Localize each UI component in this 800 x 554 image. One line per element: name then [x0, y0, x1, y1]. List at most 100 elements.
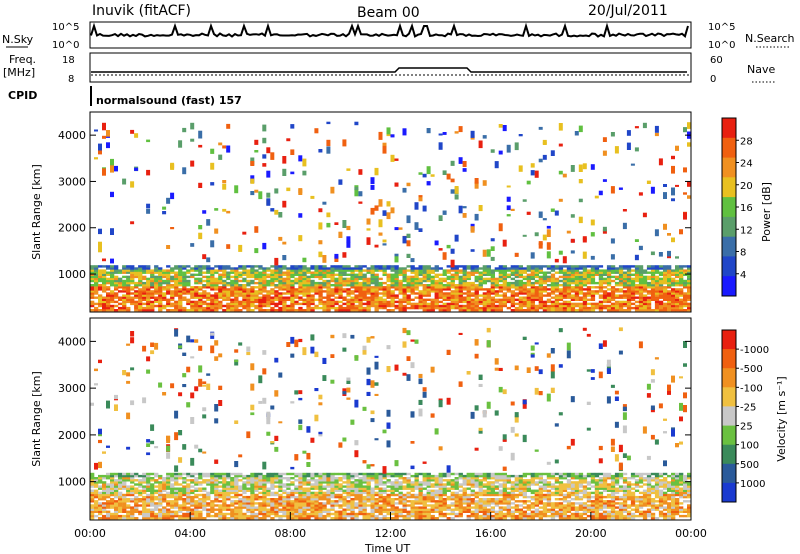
- heatmap-cell: [550, 277, 556, 281]
- heatmap-cell: [382, 271, 387, 274]
- heatmap-cell: [498, 304, 503, 308]
- heatmap-cell: [150, 304, 155, 308]
- heatmap-cell: [350, 485, 355, 488]
- heatmap-cell: [110, 491, 115, 495]
- heatmap-cell: [258, 300, 263, 304]
- heatmap-cell: [362, 487, 367, 490]
- heatmap-cell: [106, 273, 111, 276]
- heatmap-cell: [378, 131, 383, 140]
- heatmap-cell: [286, 298, 291, 301]
- heatmap-cell: [262, 512, 267, 516]
- heatmap-cell: [302, 514, 307, 518]
- heatmap-cell: [422, 461, 427, 464]
- heatmap-cell: [314, 481, 319, 484]
- heatmap-cell: [430, 479, 435, 482]
- heatmap-cell: [306, 462, 311, 467]
- heatmap-cell: [458, 205, 463, 214]
- heatmap-cell: [114, 296, 119, 299]
- heatmap-cell: [382, 298, 387, 301]
- heatmap-cell: [622, 286, 628, 289]
- heatmap-cell: [254, 286, 259, 289]
- heatmap-cell: [310, 474, 315, 478]
- heatmap-cell: [238, 288, 243, 291]
- heatmap-cell: [142, 474, 147, 478]
- heatmap-cell: [278, 479, 283, 482]
- heatmap-cell: [226, 281, 231, 285]
- heatmap-cell: [250, 281, 255, 285]
- heatmap-cell: [446, 294, 451, 297]
- heatmap-cell: [214, 298, 219, 301]
- heatmap-cell: [210, 298, 215, 301]
- heatmap-cell: [170, 487, 175, 490]
- heatmap-cell: [474, 309, 479, 312]
- heatmap-cell: [326, 269, 331, 272]
- heatmap-cell: [414, 281, 419, 285]
- heatmap-cell: [622, 302, 628, 306]
- heatmap-cell: [486, 306, 491, 310]
- heatmap-cell: [338, 306, 343, 310]
- heatmap-cell: [150, 292, 155, 295]
- heatmap-cell: [418, 290, 423, 293]
- heatmap-cell: [190, 302, 195, 306]
- heatmap-cell: [522, 271, 527, 274]
- heatmap-cell: [106, 265, 111, 268]
- heatmap-cell: [422, 275, 427, 279]
- heatmap-cell: [450, 298, 455, 301]
- heatmap-cell: [210, 510, 215, 513]
- heatmap-cell: [110, 498, 115, 501]
- heatmap-cell: [294, 489, 299, 492]
- heatmap-cell: [158, 477, 163, 480]
- heatmap-cell: [554, 296, 560, 299]
- heatmap-cell: [558, 123, 563, 131]
- heatmap-cell: [374, 438, 379, 441]
- heatmap-cell: [290, 502, 295, 505]
- heatmap-cell: [270, 277, 275, 281]
- heatmap-cell: [366, 474, 371, 478]
- heatmap-cell: [270, 493, 275, 497]
- heatmap-cell: [462, 206, 467, 209]
- heatmap-cell: [170, 514, 175, 518]
- heatmap-cell: [198, 225, 203, 230]
- heatmap-cell: [586, 306, 592, 310]
- heatmap-cell: [546, 304, 552, 308]
- heatmap-cell: [426, 498, 431, 501]
- heatmap-cell: [210, 240, 215, 248]
- heatmap-cell: [302, 498, 307, 501]
- heatmap-cell: [290, 336, 295, 344]
- heatmap-cell: [362, 472, 367, 476]
- heatmap-cell: [162, 500, 167, 503]
- heatmap-cell: [182, 504, 187, 507]
- heatmap-cell: [554, 267, 560, 270]
- heatmap-cell: [526, 277, 531, 281]
- heatmap-cell: [402, 271, 407, 274]
- heatmap-cell: [278, 306, 283, 310]
- heatmap-cell: [142, 510, 147, 513]
- heatmap-cell: [406, 481, 411, 484]
- heatmap-cell: [314, 508, 319, 511]
- heatmap-cell: [170, 292, 175, 295]
- heatmap-cell: [106, 306, 111, 310]
- heatmap-cell: [122, 279, 127, 283]
- heatmap-cell: [146, 517, 151, 520]
- heatmap-cell: [150, 489, 155, 492]
- heatmap-cell: [130, 267, 135, 270]
- heatmap-cell: [218, 269, 223, 272]
- heatmap-cell: [270, 269, 275, 272]
- heatmap-cell: [238, 517, 243, 520]
- heatmap-cell: [426, 309, 431, 312]
- heatmap-cell: [398, 500, 403, 503]
- heatmap-cell: [470, 302, 475, 306]
- heatmap-cell: [406, 302, 411, 306]
- heatmap-cell: [234, 273, 239, 276]
- heatmap-cell: [390, 504, 395, 507]
- heatmap-cell: [366, 300, 371, 304]
- heatmap-cell: [586, 294, 592, 297]
- heatmap-cell: [594, 273, 600, 276]
- heatmap-cell: [218, 491, 223, 495]
- heatmap-cell: [314, 485, 319, 488]
- heatmap-cell: [294, 495, 299, 499]
- heatmap-cell: [150, 306, 155, 310]
- heatmap-cell: [90, 514, 95, 518]
- heatmap-cell: [550, 306, 556, 310]
- heatmap-cell: [130, 296, 135, 299]
